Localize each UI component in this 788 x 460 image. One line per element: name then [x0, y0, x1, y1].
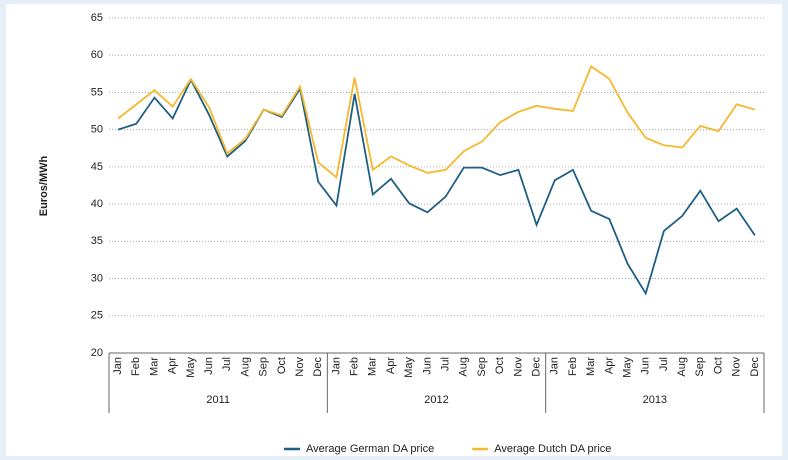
x-tick-label: Aug: [458, 357, 470, 377]
y-tick-label: 30: [91, 272, 103, 284]
x-tick-label: Apr: [603, 357, 615, 374]
x-tick-label: Sep: [694, 357, 706, 377]
x-tick-label: Nov: [294, 357, 306, 377]
y-tick-label: 35: [91, 235, 103, 247]
x-tick-label: Dec: [530, 357, 542, 377]
x-tick-label: Nov: [512, 357, 524, 377]
x-tick-label: Aug: [239, 357, 251, 377]
y-tick-label: 25: [91, 310, 103, 322]
x-tick-label: Sep: [476, 357, 488, 377]
y-tick-label: 65: [91, 12, 103, 24]
x-tick-label: Jan: [549, 357, 561, 375]
series-line: [117, 65, 756, 179]
y-tick-label: 50: [91, 124, 103, 136]
x-tick-label: Jun: [421, 357, 433, 375]
x-tick-label: Apr: [167, 357, 179, 374]
x-tick-label: Feb: [349, 357, 361, 376]
y-tick-label: 45: [91, 161, 103, 173]
x-group-label: 2013: [643, 394, 667, 406]
x-tick-label: Dec: [749, 357, 761, 377]
y-tick-label: 20: [91, 347, 103, 359]
x-tick-label: May: [621, 357, 633, 378]
x-tick-label: Jan: [330, 357, 342, 375]
x-tick-label: Aug: [676, 357, 688, 377]
x-tick-label: Oct: [494, 357, 506, 374]
x-tick-label: Apr: [385, 357, 397, 374]
y-tick-label: 60: [91, 49, 103, 61]
x-tick-label: May: [403, 357, 415, 378]
x-tick-label: Jul: [440, 357, 452, 371]
x-tick-label: May: [185, 357, 197, 378]
x-tick-label: Mar: [148, 357, 160, 376]
x-tick-label: Nov: [731, 357, 743, 377]
x-tick-label: Mar: [367, 357, 379, 376]
x-tick-label: Dec: [312, 357, 324, 377]
y-tick-label: 40: [91, 198, 103, 210]
legend-label: Average Dutch DA price: [494, 443, 611, 455]
y-axis-label: Euros/MWh: [38, 155, 50, 216]
y-tick-label: 55: [91, 86, 103, 98]
x-tick-label: Feb: [130, 357, 142, 376]
x-tick-label: Oct: [276, 357, 288, 374]
x-tick-label: Jun: [203, 357, 215, 375]
legend-label: Average German DA price: [306, 443, 434, 455]
x-tick-label: Mar: [585, 357, 597, 376]
x-group-label: 2011: [206, 394, 230, 406]
x-tick-label: Jul: [658, 357, 670, 371]
x-tick-label: Oct: [712, 357, 724, 374]
series-line: [117, 77, 756, 296]
panel: [6, 4, 782, 456]
x-tick-label: Feb: [567, 357, 579, 376]
x-group-label: 2012: [424, 394, 448, 406]
x-tick-label: Sep: [258, 357, 270, 377]
x-tick-label: Jul: [221, 357, 233, 371]
x-tick-label: Jun: [640, 357, 652, 375]
x-tick-label: Jan: [112, 357, 124, 375]
